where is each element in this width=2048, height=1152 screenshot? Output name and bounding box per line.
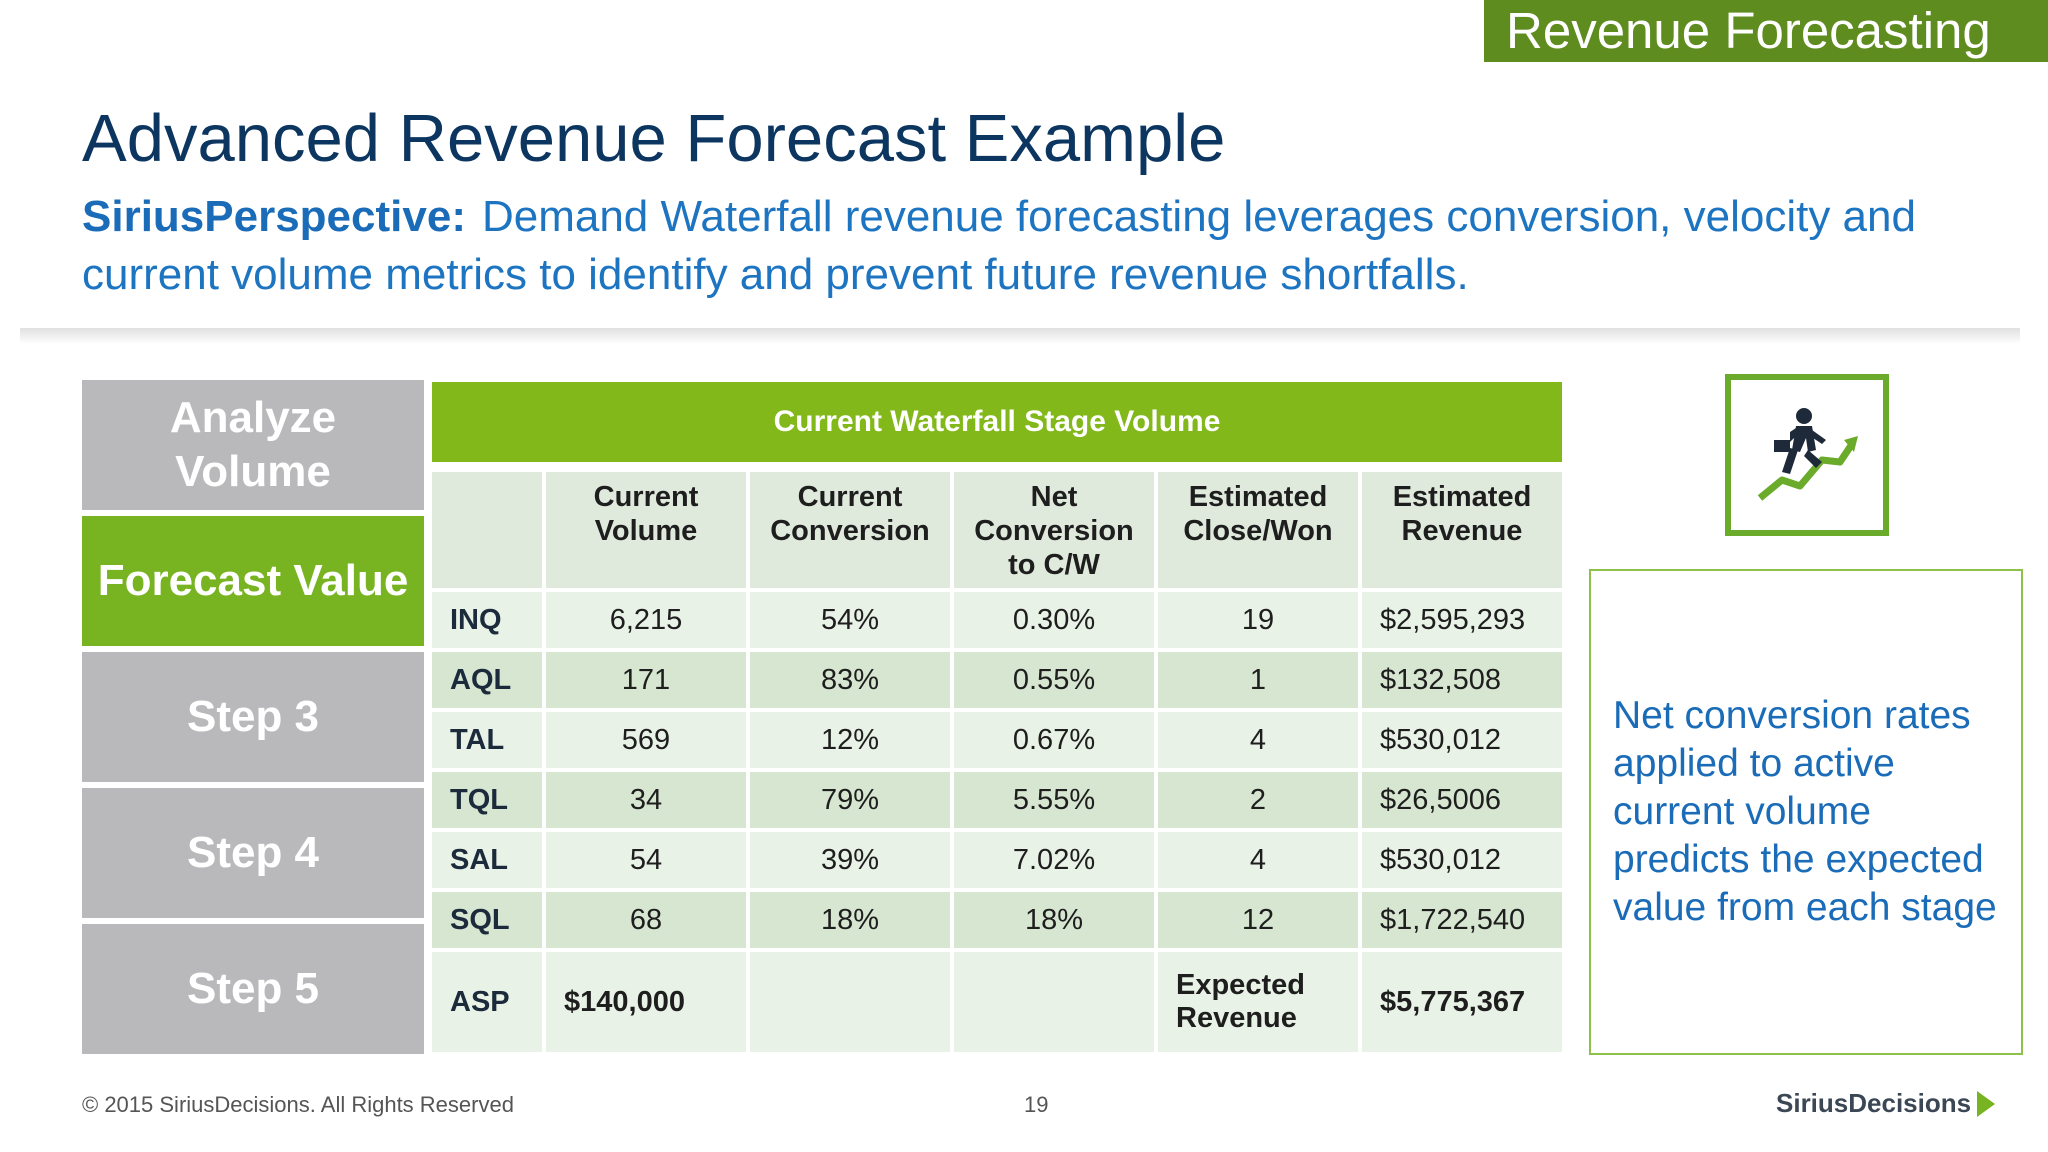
divider-shadow xyxy=(20,328,2020,344)
perspective-text: Demand Waterfall revenue forecasting lev… xyxy=(82,192,1916,299)
note-callout: Net conversion rates applied to active c… xyxy=(1589,569,2023,1055)
table-header-row: Current Volume Current Conversion Net Co… xyxy=(432,472,1562,588)
growth-figure-svg xyxy=(1757,408,1858,501)
table-row: AQL 171 83% 0.55% 1 $132,508 xyxy=(432,652,1562,708)
stage-cell: SAL xyxy=(432,832,542,888)
siriusdecisions-logo: SiriusDecisions xyxy=(1776,1088,1996,1119)
step-4: Step 4 xyxy=(82,788,424,918)
page-title: Advanced Revenue Forecast Example xyxy=(82,101,1226,176)
step-5: Step 5 xyxy=(82,924,424,1054)
conversion-cell: 54% xyxy=(750,592,950,648)
section-tab: Revenue Forecasting xyxy=(1484,0,2048,62)
column-header-current-conversion: Current Conversion xyxy=(750,472,950,588)
close-won-cell: 4 xyxy=(1158,832,1358,888)
perspective-label: SiriusPerspective: xyxy=(82,192,466,241)
conversion-cell: 12% xyxy=(750,712,950,768)
close-won-cell: 1 xyxy=(1158,652,1358,708)
revenue-cell: $26,5006 xyxy=(1362,772,1562,828)
waterfall-table: Current Waterfall Stage Volume Current V… xyxy=(432,382,1562,1054)
stage-cell: TQL xyxy=(432,772,542,828)
volume-cell: 34 xyxy=(546,772,746,828)
asp-label: ASP xyxy=(432,952,542,1052)
asp-value: $140,000 xyxy=(546,952,746,1052)
conversion-cell: 18% xyxy=(750,892,950,948)
table-row: TQL 34 79% 5.55% 2 $26,5006 xyxy=(432,772,1562,828)
column-header-blank xyxy=(432,472,542,588)
stage-volume-table: Current Volume Current Conversion Net Co… xyxy=(428,468,1566,1056)
column-header-net-conversion: Net Conversion to C/W xyxy=(954,472,1154,588)
empty-cell xyxy=(750,952,950,1052)
conversion-cell: 83% xyxy=(750,652,950,708)
table-row: TAL 569 12% 0.67% 4 $530,012 xyxy=(432,712,1562,768)
net-conversion-cell: 18% xyxy=(954,892,1154,948)
column-header-estimated-revenue: Estimated Revenue xyxy=(1362,472,1562,588)
conversion-cell: 39% xyxy=(750,832,950,888)
close-won-cell: 12 xyxy=(1158,892,1358,948)
close-won-cell: 4 xyxy=(1158,712,1358,768)
stage-cell: INQ xyxy=(432,592,542,648)
stage-cell: AQL xyxy=(432,652,542,708)
process-steps: Analyze Volume Forecast Value Step 3 Ste… xyxy=(82,380,424,1060)
volume-cell: 54 xyxy=(546,832,746,888)
volume-cell: 569 xyxy=(546,712,746,768)
column-header-current-volume: Current Volume xyxy=(546,472,746,588)
net-conversion-cell: 0.67% xyxy=(954,712,1154,768)
revenue-cell: $530,012 xyxy=(1362,712,1562,768)
volume-cell: 6,215 xyxy=(546,592,746,648)
revenue-cell: $2,595,293 xyxy=(1362,592,1562,648)
note-text: Net conversion rates applied to active c… xyxy=(1613,694,1997,929)
table-row: INQ 6,215 54% 0.30% 19 $2,595,293 xyxy=(432,592,1562,648)
asp-row: ASP $140,000 Expected Revenue $5,775,367 xyxy=(432,952,1562,1052)
logo-text: SiriusDecisions xyxy=(1776,1088,1972,1118)
net-conversion-cell: 7.02% xyxy=(954,832,1154,888)
revenue-cell: $1,722,540 xyxy=(1362,892,1562,948)
conversion-cell: 79% xyxy=(750,772,950,828)
perspective-statement: SiriusPerspective: Demand Waterfall reven… xyxy=(82,188,1942,304)
table-title: Current Waterfall Stage Volume xyxy=(432,382,1562,462)
page-number: 19 xyxy=(1024,1092,1049,1117)
close-won-cell: 19 xyxy=(1158,592,1358,648)
close-won-cell: 2 xyxy=(1158,772,1358,828)
volume-cell: 171 xyxy=(546,652,746,708)
net-conversion-cell: 0.30% xyxy=(954,592,1154,648)
step-analyze-volume: Analyze Volume xyxy=(82,380,424,510)
net-conversion-cell: 0.55% xyxy=(954,652,1154,708)
revenue-cell: $530,012 xyxy=(1362,832,1562,888)
expected-revenue-label: Expected Revenue xyxy=(1158,952,1358,1052)
table-row: SQL 68 18% 18% 12 $1,722,540 xyxy=(432,892,1562,948)
column-header-estimated-close-won: Estimated Close/Won xyxy=(1158,472,1358,588)
step-forecast-value: Forecast Value xyxy=(82,516,424,646)
net-conversion-cell: 5.55% xyxy=(954,772,1154,828)
footer-copyright: © 2015 SiriusDecisions. All Rights Reser… xyxy=(82,1092,514,1117)
step-3: Step 3 xyxy=(82,652,424,782)
empty-cell xyxy=(954,952,1154,1052)
expected-revenue-value: $5,775,367 xyxy=(1362,952,1562,1052)
revenue-cell: $132,508 xyxy=(1362,652,1562,708)
businessman-climbing-growth-icon xyxy=(1725,374,1889,536)
logo-arrow-icon xyxy=(1977,1090,1996,1117)
table-row: SAL 54 39% 7.02% 4 $530,012 xyxy=(432,832,1562,888)
volume-cell: 68 xyxy=(546,892,746,948)
stage-cell: TAL xyxy=(432,712,542,768)
stage-cell: SQL xyxy=(432,892,542,948)
